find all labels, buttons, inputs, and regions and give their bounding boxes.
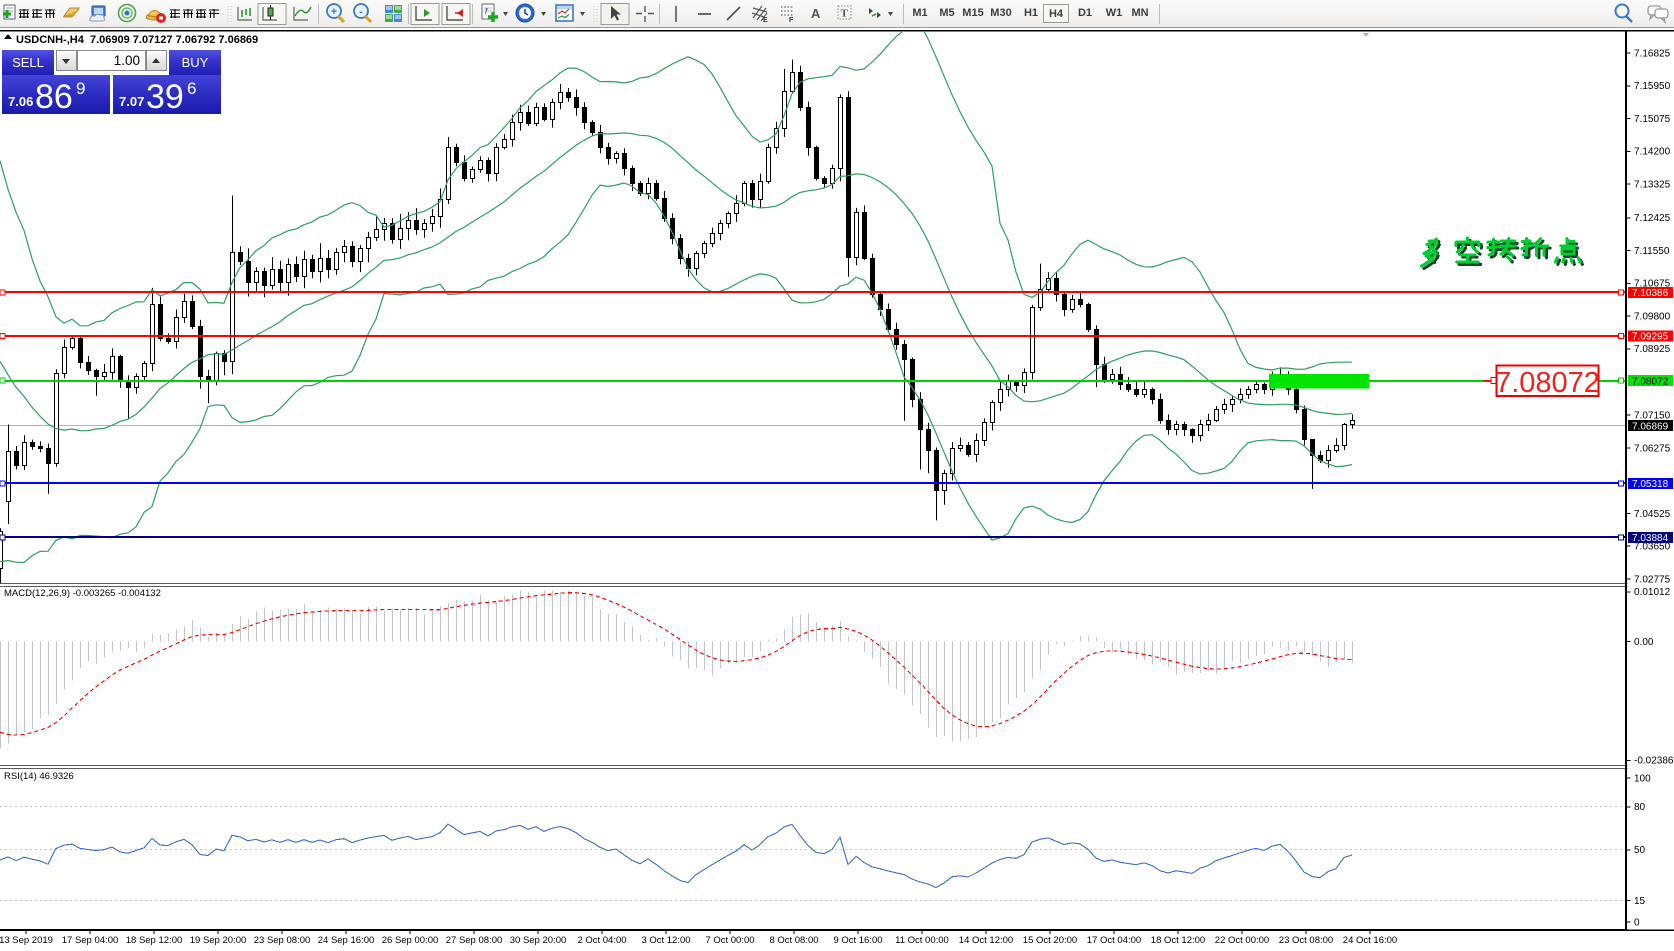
svg-text:USDCNH-,H4 7.06909 7.07127 7.: USDCNH-,H4 7.06909 7.07127 7.06792 7.068… (16, 34, 258, 46)
svg-text:14 Oct 12:00: 14 Oct 12:00 (959, 935, 1013, 946)
svg-text:80: 80 (1634, 802, 1646, 813)
svg-text:9 Oct 16:00: 9 Oct 16:00 (833, 935, 882, 946)
svg-text:7.02775: 7.02775 (1634, 574, 1671, 585)
svg-text:0: 0 (1634, 917, 1640, 928)
svg-text:7.13325: 7.13325 (1634, 180, 1671, 191)
svg-text:86: 86 (35, 78, 73, 114)
svg-text:18 Oct 12:00: 18 Oct 12:00 (1151, 935, 1205, 946)
svg-text:7.08072: 7.08072 (1632, 376, 1669, 387)
svg-text:7.12425: 7.12425 (1634, 213, 1671, 224)
svg-text:MACD(12,26,9) -0.003265 -0.004: MACD(12,26,9) -0.003265 -0.004132 (4, 588, 161, 599)
svg-text:7.07: 7.07 (119, 94, 144, 109)
svg-text:7.15950: 7.15950 (1634, 81, 1671, 92)
svg-text:7.09295: 7.09295 (1632, 332, 1669, 343)
svg-text:A: A (811, 6, 821, 21)
svg-text:18 Sep 12:00: 18 Sep 12:00 (126, 935, 183, 946)
svg-text:7.05318: 7.05318 (1632, 479, 1669, 490)
svg-text:7.06869: 7.06869 (1632, 421, 1669, 432)
svg-text:24 Sep 16:00: 24 Sep 16:00 (318, 935, 375, 946)
svg-text:7.10675: 7.10675 (1634, 279, 1671, 290)
svg-text:RSI(14) 46.9326: RSI(14) 46.9326 (4, 771, 74, 782)
svg-text:9: 9 (76, 79, 85, 98)
svg-text:0.00: 0.00 (1634, 637, 1654, 648)
svg-text:f: f (485, 7, 488, 16)
svg-text:24 Oct 16:00: 24 Oct 16:00 (1343, 935, 1397, 946)
svg-text:17 Oct 04:00: 17 Oct 04:00 (1087, 935, 1141, 946)
svg-text:23 Sep 08:00: 23 Sep 08:00 (254, 935, 311, 946)
svg-text:T: T (841, 8, 849, 20)
svg-text:22 Oct 00:00: 22 Oct 00:00 (1215, 935, 1269, 946)
svg-text:-0.023866: -0.023866 (1634, 756, 1674, 767)
svg-text:-: - (359, 6, 363, 18)
svg-text:7.03884: 7.03884 (1632, 533, 1669, 544)
svg-text:27 Sep 08:00: 27 Sep 08:00 (446, 935, 503, 946)
svg-text:7.07150: 7.07150 (1634, 411, 1671, 422)
svg-text:7.06: 7.06 (8, 94, 33, 109)
svg-text:7.03650: 7.03650 (1634, 542, 1671, 553)
svg-text:0.01012: 0.01012 (1634, 587, 1671, 598)
svg-text:26 Sep 00:00: 26 Sep 00:00 (382, 935, 439, 946)
svg-text:39: 39 (146, 78, 184, 114)
svg-text:7.11550: 7.11550 (1634, 246, 1670, 257)
svg-text:7.08925: 7.08925 (1634, 344, 1671, 355)
svg-text:30 Sep 20:00: 30 Sep 20:00 (510, 935, 567, 946)
svg-text:50: 50 (1634, 845, 1646, 856)
svg-text:100: 100 (1634, 773, 1651, 784)
svg-text:7.16825: 7.16825 (1634, 49, 1671, 60)
svg-text:2 Oct 04:00: 2 Oct 04:00 (577, 935, 626, 946)
svg-text:7.09800: 7.09800 (1634, 311, 1671, 322)
svg-text:7.14200: 7.14200 (1634, 147, 1671, 158)
svg-text:8 Oct 08:00: 8 Oct 08:00 (769, 935, 818, 946)
svg-text:E: E (763, 17, 768, 24)
svg-text:11 Oct 00:00: 11 Oct 00:00 (895, 935, 949, 946)
svg-text:19 Sep 20:00: 19 Sep 20:00 (190, 935, 247, 946)
svg-text:13 Sep 2019: 13 Sep 2019 (0, 935, 53, 946)
svg-text:+: + (331, 6, 337, 18)
svg-text:7.06275: 7.06275 (1634, 443, 1671, 454)
svg-text:15: 15 (1634, 896, 1646, 907)
svg-text:7.15075: 7.15075 (1634, 114, 1671, 125)
svg-text:23 Oct 08:00: 23 Oct 08:00 (1279, 935, 1333, 946)
svg-text:7.10386: 7.10386 (1632, 288, 1669, 299)
svg-text:15 Oct 20:00: 15 Oct 20:00 (1023, 935, 1077, 946)
svg-text:3 Oct 12:00: 3 Oct 12:00 (641, 935, 690, 946)
svg-text:F: F (789, 17, 794, 24)
svg-text:7.04525: 7.04525 (1634, 509, 1671, 520)
svg-text:7 Oct 00:00: 7 Oct 00:00 (705, 935, 754, 946)
svg-text:6: 6 (187, 79, 196, 98)
svg-text:7.08072: 7.08072 (1495, 367, 1600, 399)
svg-text:17 Sep 04:00: 17 Sep 04:00 (62, 935, 119, 946)
